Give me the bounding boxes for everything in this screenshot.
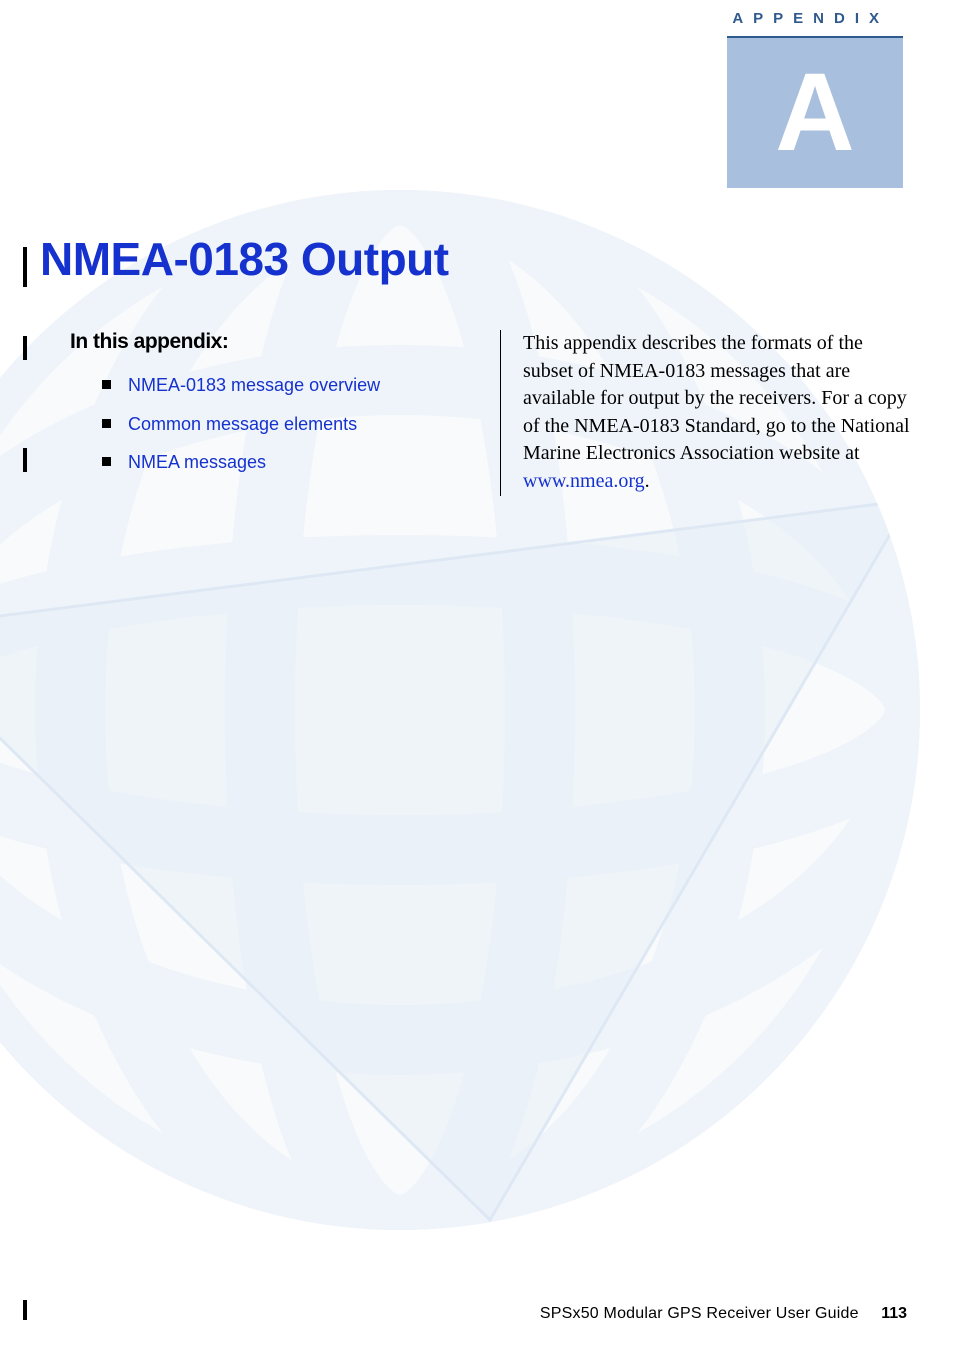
page-root: APPENDIX A NMEA-0183 Output In this appe… [0, 0, 975, 1357]
background-globe-watermark [0, 160, 950, 1260]
change-bar [23, 448, 27, 472]
appendix-label: APPENDIX [732, 10, 889, 27]
intro-text-post: . [645, 470, 650, 492]
in-this-appendix-heading: In this appendix: [70, 330, 466, 354]
change-bar [23, 336, 27, 360]
toc-item[interactable]: NMEA messages [102, 447, 466, 478]
right-column: This appendix describes the formats of t… [500, 330, 915, 496]
change-bar [23, 247, 27, 287]
page-footer: SPSx50 Modular GPS Receiver User Guide 1… [540, 1305, 907, 1323]
toc-item-label: NMEA-0183 message overview [128, 375, 380, 395]
left-column: In this appendix: NMEA-0183 message over… [70, 330, 466, 496]
footer-guide-title: SPSx50 Modular GPS Receiver User Guide [540, 1305, 859, 1322]
toc-list: NMEA-0183 message overview Common messag… [70, 370, 466, 478]
intro-paragraph: This appendix describes the formats of t… [523, 330, 915, 496]
appendix-letter: A [775, 58, 854, 168]
toc-item-label: NMEA messages [128, 452, 266, 472]
appendix-badge: A [727, 38, 903, 188]
page-title: NMEA-0183 Output [40, 232, 449, 286]
toc-item-label: Common message elements [128, 414, 357, 434]
change-bar [23, 1300, 27, 1320]
intro-text-pre: This appendix describes the formats of t… [523, 332, 910, 464]
appendix-header: APPENDIX A [727, 0, 903, 190]
content-columns: In this appendix: NMEA-0183 message over… [70, 330, 915, 496]
title-block: NMEA-0183 Output [40, 232, 449, 286]
toc-item[interactable]: Common message elements [102, 409, 466, 440]
nmea-link[interactable]: www.nmea.org [523, 470, 645, 492]
footer-page-number: 113 [881, 1305, 907, 1322]
toc-item[interactable]: NMEA-0183 message overview [102, 370, 466, 401]
